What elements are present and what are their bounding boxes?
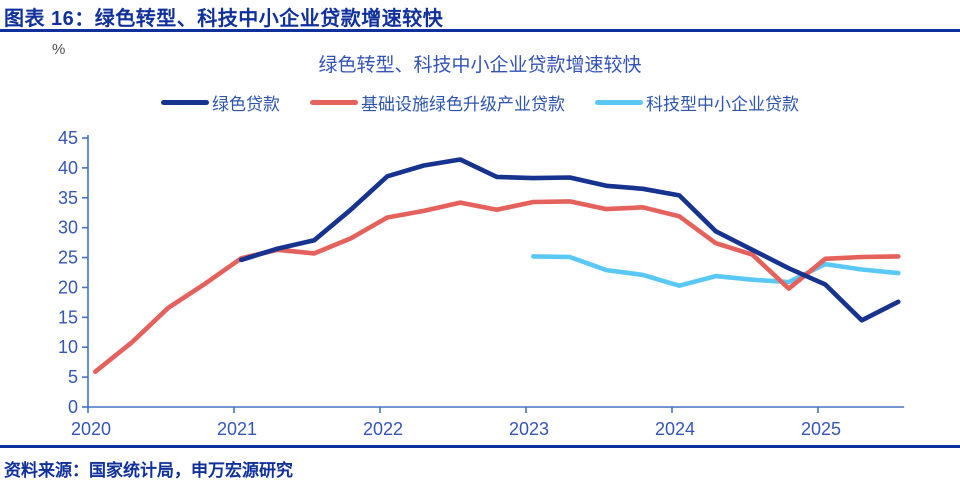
legend-label-infrastructure-green-upgrade-loans: 基础设施绿色升级产业贷款 — [361, 94, 565, 114]
x-tick-label: 2020 — [71, 419, 111, 439]
legend: 绿色贷款 基础设施绿色升级产业贷款 科技型中小企业贷款 — [0, 90, 960, 115]
chart-title: 绿色转型、科技中小企业贷款增速较快 — [318, 55, 642, 76]
source-note: 资料来源：国家统计局，申万宏源研究 — [4, 461, 293, 480]
legend-label-tech-sme-loans: 科技型中小企业贷款 — [646, 94, 799, 114]
y-tick-label: 5 — [68, 367, 78, 387]
x-tick-label: 2022 — [363, 419, 403, 439]
y-tick-label: 15 — [58, 307, 78, 327]
legend-item-infrastructure-green-upgrade-loans: 基础设施绿色升级产业贷款 — [310, 90, 565, 115]
figure-title: 图表 16：绿色转型、科技中小企业贷款增速较快 — [4, 8, 444, 30]
y-tick-label: 35 — [58, 188, 78, 208]
x-tick-label: 2025 — [801, 419, 841, 439]
y-tick-label: 25 — [58, 248, 78, 268]
y-tick-label: 30 — [58, 218, 78, 238]
series-line-0 — [239, 157, 901, 323]
header-rule — [0, 29, 960, 32]
series-line-1 — [93, 199, 901, 375]
legend-item-tech-sme-loans: 科技型中小企业贷款 — [595, 90, 799, 115]
y-tick-label: 45 — [58, 128, 78, 148]
y-unit-label: % — [52, 41, 66, 58]
y-tick-label: 0 — [68, 397, 78, 417]
x-tick-label: 2024 — [655, 419, 695, 439]
legend-item-green-loans: 绿色贷款 — [161, 90, 280, 115]
figure-header: 图表 16：绿色转型、科技中小企业贷款增速较快 — [4, 2, 443, 31]
source-rule — [0, 445, 960, 448]
y-tick-label: 40 — [58, 158, 78, 178]
legend-swatch-tech-sme-loans — [595, 99, 643, 105]
legend-label-green-loans: 绿色贷款 — [212, 94, 280, 114]
legend-swatch-green-loans — [161, 99, 209, 105]
y-tick-label: 10 — [58, 337, 78, 357]
x-tick-label: 2021 — [217, 419, 257, 439]
y-tick-label: 20 — [58, 277, 78, 297]
legend-swatch-infrastructure-green-upgrade-loans — [310, 99, 358, 105]
series-line-2 — [530, 254, 901, 289]
x-tick-label: 2023 — [509, 419, 549, 439]
